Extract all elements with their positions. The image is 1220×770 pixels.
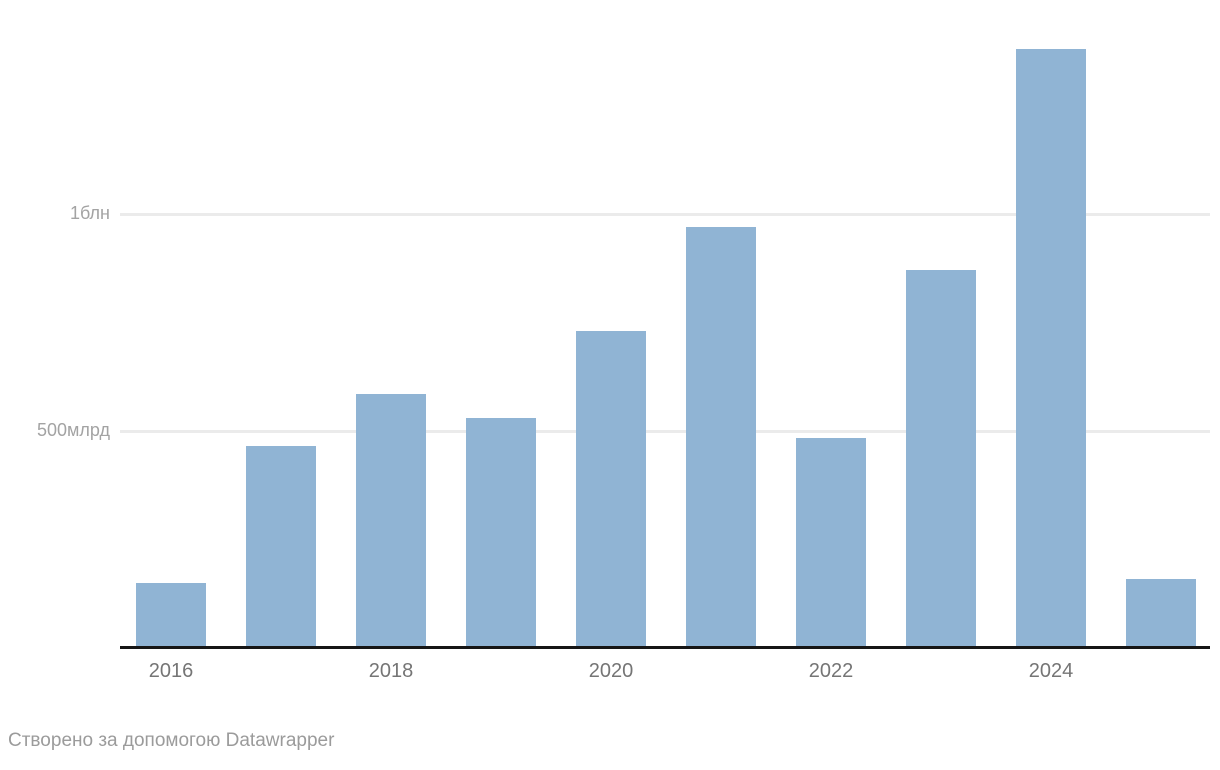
bar-2025[interactable] <box>1126 579 1196 648</box>
plot-area: 500млрд 1блн <box>37 0 1210 649</box>
gridline-500 <box>120 430 1210 433</box>
x-axis-line <box>120 646 1210 649</box>
x-axis-tick-label-2024: 2024 <box>1028 660 1074 682</box>
x-axis-tick-label-2022: 2022 <box>808 660 854 682</box>
attribution-text: Створено за допомогою Datawrapper <box>8 730 335 751</box>
y-axis-tick-label: 1блн <box>70 203 110 223</box>
y-axis-tick-label: 500млрд <box>36 420 110 440</box>
x-axis-tick-label-2018: 2018 <box>368 660 414 682</box>
bar-2024[interactable] <box>1016 49 1086 648</box>
attribution: Створено за допомогою Datawrapper <box>8 730 334 752</box>
x-axis-tick-label-2016: 2016 <box>148 660 194 682</box>
bar-2019[interactable] <box>466 418 536 648</box>
bar-2022[interactable] <box>796 438 866 648</box>
bar-2020[interactable] <box>576 331 646 648</box>
bar-2017[interactable] <box>246 446 316 648</box>
bar-2018[interactable] <box>356 394 426 648</box>
bar-2021[interactable] <box>686 227 756 648</box>
gridline-1000 <box>120 213 1210 216</box>
bar-2023[interactable] <box>906 270 976 648</box>
x-axis-tick-label-2020: 2020 <box>588 660 634 682</box>
bar-2016[interactable] <box>136 583 206 648</box>
